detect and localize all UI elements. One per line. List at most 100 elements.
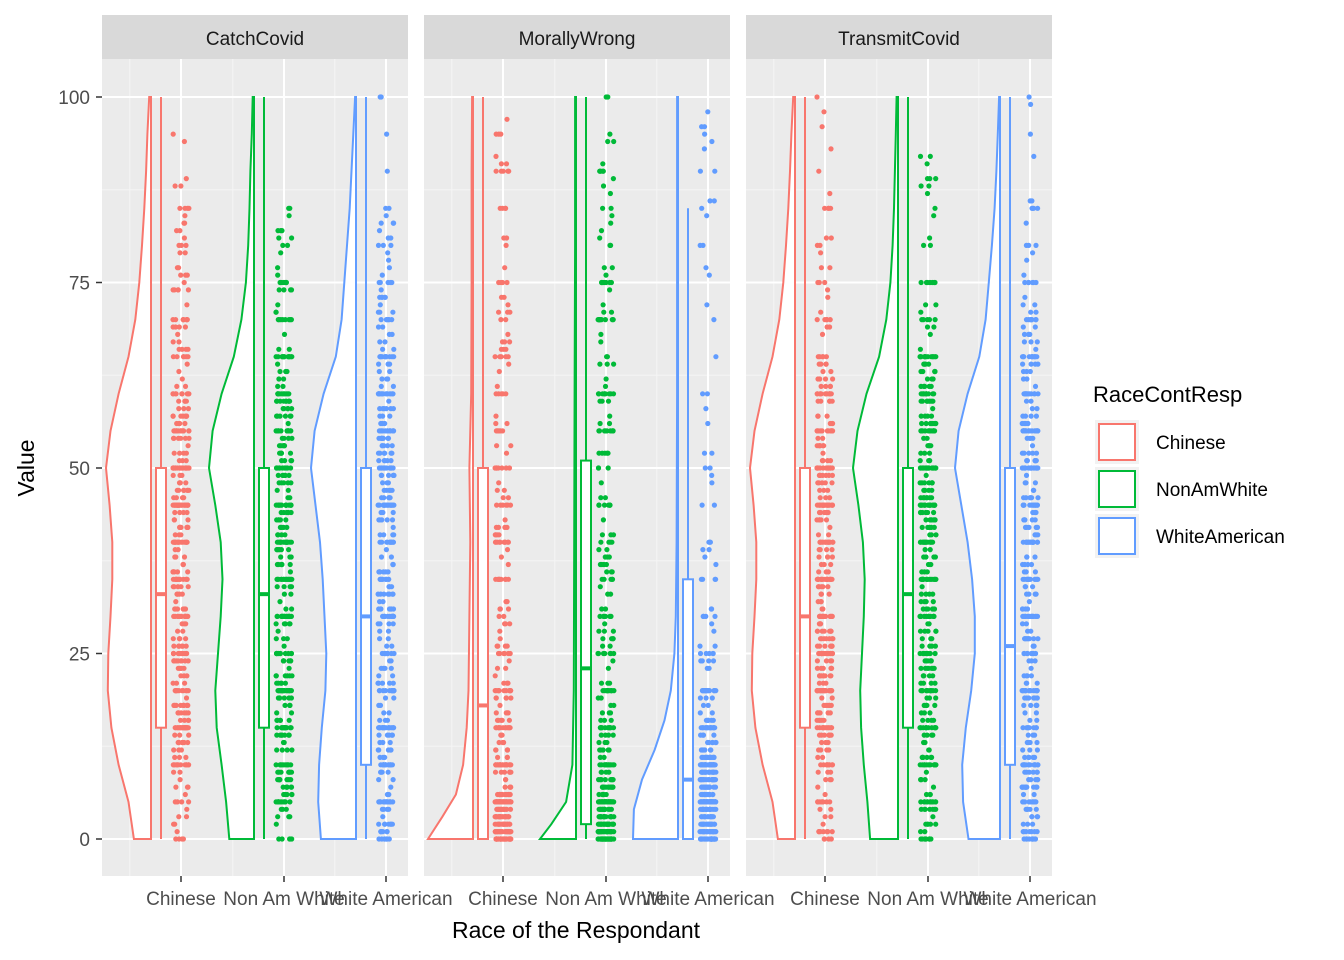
data-point	[1030, 584, 1036, 590]
data-point	[184, 487, 190, 493]
data-point	[700, 391, 706, 397]
data-point	[1022, 710, 1028, 716]
data-point	[505, 302, 511, 308]
data-point	[611, 762, 617, 768]
data-point	[820, 368, 826, 375]
data-point	[920, 754, 926, 761]
data-point	[607, 725, 613, 731]
x-tick-label: White American	[963, 889, 1096, 910]
y-tick-label: 0	[79, 830, 90, 851]
data-point	[1027, 502, 1033, 508]
data-point	[919, 643, 925, 649]
data-point	[829, 480, 835, 486]
data-point	[820, 754, 826, 761]
data-point	[375, 324, 382, 330]
data-point	[494, 428, 500, 434]
data-point	[504, 754, 510, 761]
data-point	[386, 495, 392, 501]
data-point	[820, 443, 826, 449]
data-point	[704, 391, 711, 397]
data-point	[709, 695, 715, 701]
data-point	[925, 665, 932, 671]
data-point	[932, 650, 938, 657]
data-point	[177, 717, 184, 723]
data-point	[179, 688, 185, 694]
data-point	[707, 465, 713, 471]
data-point	[184, 302, 190, 308]
data-point	[604, 450, 610, 456]
data-point	[281, 799, 287, 805]
data-point	[170, 339, 176, 345]
data-point	[1020, 747, 1026, 753]
data-point	[602, 383, 609, 389]
data-point	[382, 754, 388, 761]
data-point	[377, 754, 383, 761]
data-point	[1035, 762, 1041, 768]
data-point	[505, 606, 512, 612]
group-chinese	[426, 96, 514, 842]
data-point	[1026, 94, 1032, 100]
data-point	[384, 732, 390, 738]
data-point	[177, 769, 183, 775]
data-point	[702, 131, 708, 137]
data-point	[377, 302, 383, 308]
data-point	[274, 710, 280, 716]
data-point	[825, 762, 831, 768]
data-point	[504, 747, 510, 753]
data-point	[815, 532, 822, 538]
data-point	[597, 747, 603, 753]
data-point	[495, 650, 502, 657]
data-point	[279, 458, 285, 464]
data-point	[822, 391, 829, 397]
data-point	[827, 799, 833, 805]
data-point	[1022, 517, 1028, 523]
data-point	[918, 799, 924, 805]
data-point	[495, 524, 502, 531]
data-point	[184, 613, 190, 620]
data-point	[182, 680, 188, 686]
data-point	[286, 213, 292, 219]
data-point	[697, 799, 703, 805]
data-point	[815, 799, 821, 805]
data-point	[597, 829, 603, 835]
data-point	[498, 554, 504, 560]
data-point	[380, 599, 386, 605]
data-point	[930, 354, 936, 360]
data-point	[931, 725, 938, 731]
data-point	[1021, 502, 1027, 508]
data-point	[931, 517, 937, 523]
group-chinese	[748, 94, 836, 842]
data-point	[387, 279, 394, 286]
data-point	[1031, 784, 1037, 790]
box-iqr	[477, 467, 489, 840]
data-point	[507, 829, 513, 835]
data-point	[932, 680, 938, 686]
data-point	[933, 176, 939, 182]
data-point	[602, 606, 609, 612]
data-point	[287, 613, 293, 620]
data-point	[817, 636, 824, 642]
data-point	[383, 213, 389, 219]
data-point	[1031, 487, 1037, 493]
legend-label: WhiteAmerican	[1156, 527, 1285, 548]
data-point	[1020, 302, 1026, 308]
data-point	[172, 754, 178, 761]
violin-white-american	[953, 96, 1001, 840]
data-point	[710, 762, 716, 768]
data-point	[816, 680, 823, 686]
data-point	[495, 754, 501, 761]
data-point	[1022, 294, 1028, 300]
data-point	[927, 836, 933, 842]
data-point	[386, 472, 392, 478]
data-point	[826, 465, 832, 471]
data-point	[705, 717, 711, 723]
data-point	[826, 532, 832, 538]
data-point	[388, 242, 394, 248]
data-point	[821, 487, 827, 493]
data-point	[820, 458, 826, 464]
data-point	[1021, 272, 1027, 278]
data-point	[923, 517, 929, 523]
data-point	[921, 242, 927, 248]
data-point	[282, 791, 288, 798]
data-point	[502, 205, 508, 211]
